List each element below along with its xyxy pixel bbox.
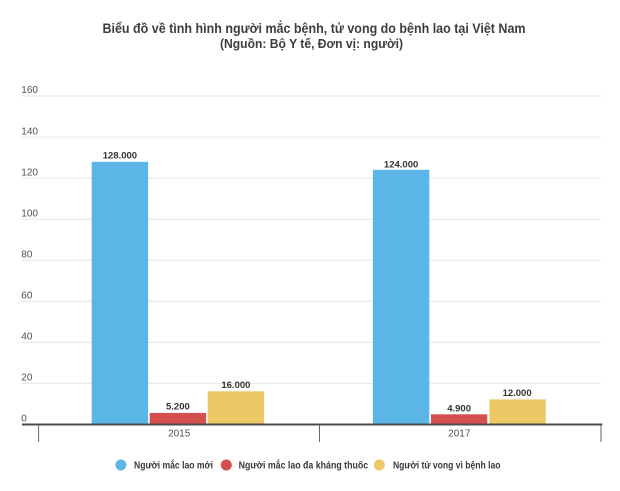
- svg-text:2015: 2015: [168, 429, 191, 440]
- svg-text:160: 160: [21, 85, 38, 96]
- svg-text:0: 0: [21, 414, 27, 425]
- svg-text:Người mắc lao mới: Người mắc lao mới: [134, 459, 213, 472]
- svg-text:Người tử vong vì bệnh lao: Người tử vong vì bệnh lao: [393, 461, 501, 472]
- svg-text:120: 120: [21, 167, 38, 178]
- svg-text:60: 60: [21, 291, 33, 302]
- svg-text:80: 80: [21, 249, 33, 260]
- svg-text:20: 20: [21, 373, 33, 384]
- svg-text:128.000: 128.000: [103, 151, 137, 162]
- svg-text:140: 140: [21, 126, 38, 137]
- svg-text:2017: 2017: [448, 429, 471, 440]
- svg-text:Biểu đồ về tình hình người mắc: Biểu đồ về tình hình người mắc bệnh, tử …: [103, 21, 526, 36]
- svg-text:5.200: 5.200: [166, 402, 190, 413]
- svg-text:12.000: 12.000: [503, 388, 532, 399]
- svg-text:40: 40: [21, 332, 33, 343]
- svg-text:(Nguồn: Bộ Y tế, Đơn vị: người: (Nguồn: Bộ Y tế, Đơn vị: người): [220, 36, 403, 51]
- svg-text:100: 100: [21, 208, 38, 219]
- svg-text:Người mắc lao đa kháng thuốc: Người mắc lao đa kháng thuốc: [239, 459, 369, 472]
- svg-text:124.000: 124.000: [384, 159, 418, 170]
- svg-text:16.000: 16.000: [221, 380, 250, 391]
- svg-text:4.900: 4.900: [447, 403, 471, 414]
